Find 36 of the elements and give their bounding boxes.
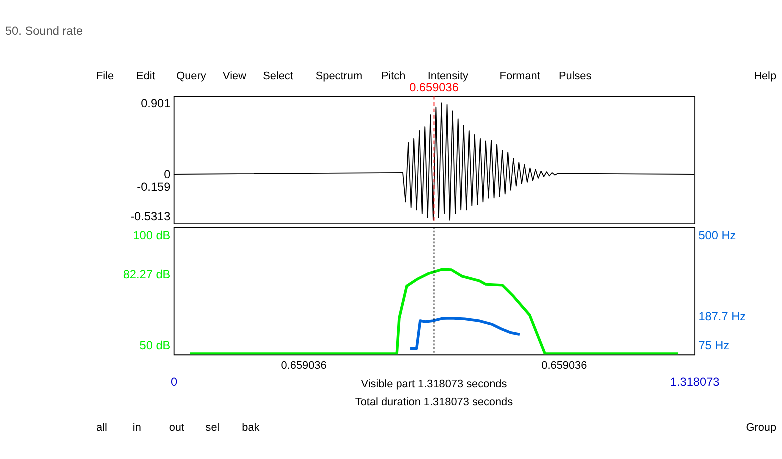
text: Pulses <box>558 70 592 83</box>
text: 0.659036 <box>281 360 327 372</box>
text: out <box>169 422 184 434</box>
y-tick-label: 100 dB <box>133 228 171 242</box>
text: bak <box>242 422 260 434</box>
y-tick-label: 82.27 dB <box>123 268 171 282</box>
text: 50. Sound rate <box>5 24 84 38</box>
y-tick-label: 0 <box>164 168 172 182</box>
y2-tick-label: 500 Hz <box>698 228 736 243</box>
text: Formant <box>500 70 540 83</box>
y-tick-label: -0.159 <box>137 180 172 194</box>
y2-tick-label: 75 Hz <box>698 338 730 353</box>
line-series <box>188 268 680 355</box>
line-series <box>409 317 522 350</box>
y-tick-label: 0.901 <box>141 96 171 110</box>
ref-line-label: 0.659036 <box>410 80 460 95</box>
text: 0.659036 <box>542 360 588 372</box>
text: Group <box>746 422 777 434</box>
text: Visible part 1.318073 seconds <box>361 378 508 390</box>
y-tick-label: 50 dB <box>140 338 171 353</box>
y2-tick-label: 187.7 Hz <box>698 309 746 324</box>
text: Edit <box>136 70 156 83</box>
x-tick-label: 1.318073 <box>670 375 720 390</box>
text: Query <box>176 70 207 83</box>
text: Help <box>754 70 777 83</box>
text: Pitch <box>381 70 406 83</box>
text: Intensity <box>428 70 470 83</box>
text: Spectrum <box>316 70 363 83</box>
y-tick-label: -0.5313 <box>130 210 172 224</box>
text: Select <box>263 70 294 83</box>
text: Total duration 1.318073 seconds <box>355 396 514 409</box>
text: View <box>223 70 247 83</box>
text: all <box>96 422 108 434</box>
text: in <box>132 422 142 434</box>
text: sel <box>206 422 220 434</box>
text: File <box>96 70 114 83</box>
